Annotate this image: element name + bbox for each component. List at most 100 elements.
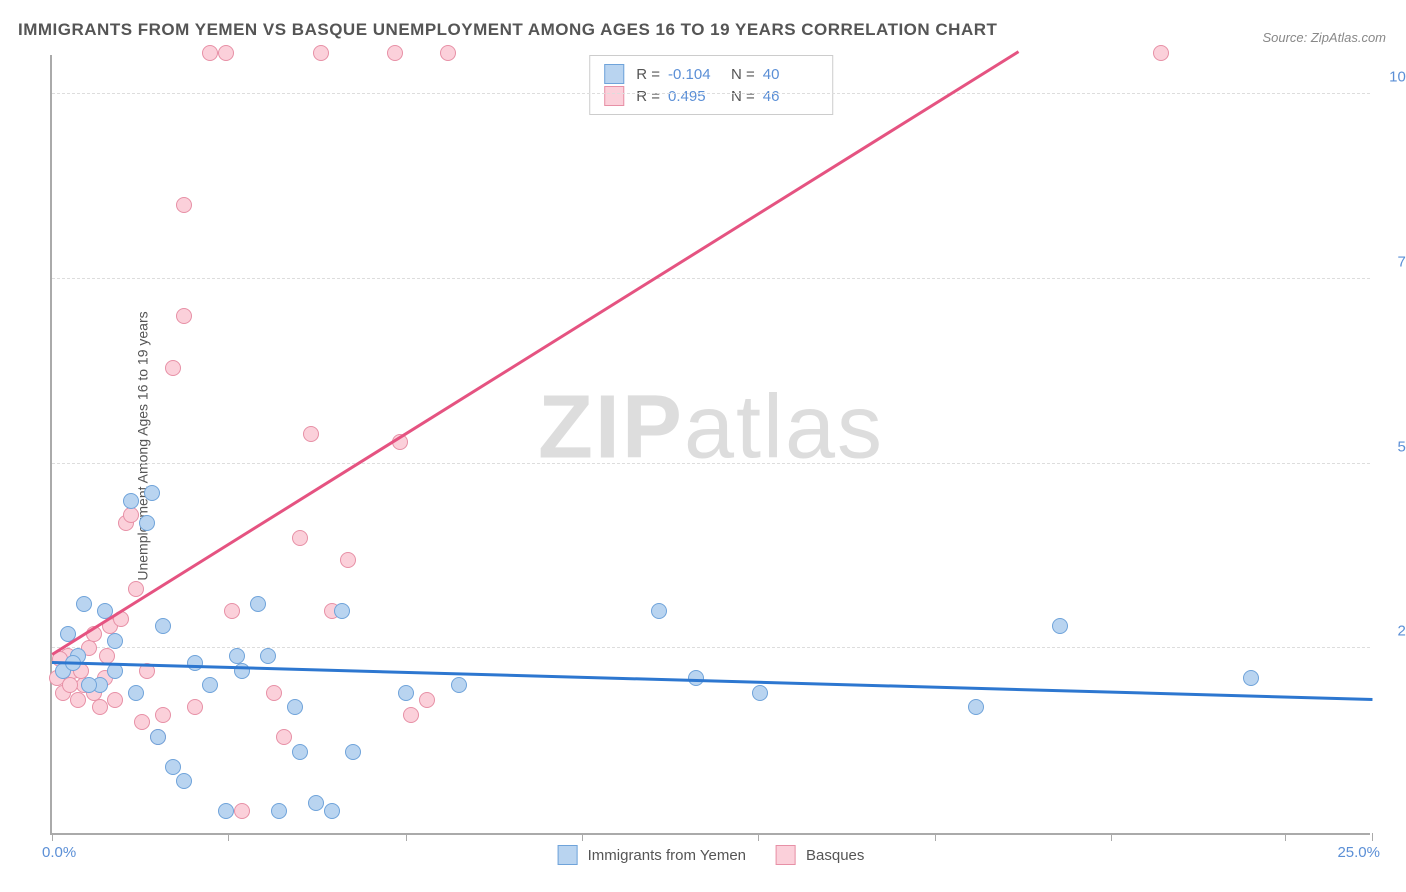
scatter-point <box>123 493 139 509</box>
scatter-point <box>276 729 292 745</box>
scatter-point <box>144 485 160 501</box>
ytick-label: 100.0% <box>1389 69 1406 86</box>
scatter-point <box>176 197 192 213</box>
xtick <box>1372 833 1373 841</box>
scatter-point <box>234 663 250 679</box>
legend-r-value: -0.104 <box>668 66 723 83</box>
scatter-point <box>218 803 234 819</box>
scatter-point <box>134 714 150 730</box>
scatter-point <box>271 803 287 819</box>
xtick <box>582 833 583 841</box>
legend-bottom-item: Immigrants from Yemen <box>558 845 746 865</box>
scatter-point <box>752 685 768 701</box>
trend-line <box>52 661 1372 700</box>
scatter-point <box>128 685 144 701</box>
scatter-point <box>139 515 155 531</box>
legend-top: R = -0.104 N = 40 R = 0.495 N = 46 <box>589 55 833 115</box>
scatter-point <box>1052 618 1068 634</box>
scatter-point <box>968 699 984 715</box>
legend-swatch <box>558 845 578 865</box>
xtick <box>228 833 229 841</box>
scatter-point <box>155 618 171 634</box>
xtick-label: 0.0% <box>42 844 76 861</box>
plot-area: ZIPatlas R = -0.104N = 40R = 0.495N = 46… <box>50 55 1370 835</box>
legend-row: R = 0.495 N = 46 <box>604 86 818 106</box>
scatter-point <box>1243 670 1259 686</box>
scatter-point <box>292 744 308 760</box>
legend-n-label: N = <box>731 66 755 83</box>
gridline <box>52 93 1370 94</box>
scatter-point <box>176 308 192 324</box>
scatter-point <box>187 699 203 715</box>
scatter-point <box>451 677 467 693</box>
xtick <box>1111 833 1112 841</box>
scatter-point <box>150 729 166 745</box>
scatter-point <box>387 45 403 61</box>
gridline <box>52 647 1370 648</box>
scatter-point <box>403 707 419 723</box>
scatter-point <box>313 45 329 61</box>
scatter-point <box>303 426 319 442</box>
scatter-point <box>266 685 282 701</box>
scatter-point <box>287 699 303 715</box>
xtick <box>935 833 936 841</box>
legend-bottom-item: Basques <box>776 845 864 865</box>
scatter-point <box>155 707 171 723</box>
scatter-point <box>165 759 181 775</box>
trend-line <box>51 51 1019 656</box>
scatter-point <box>398 685 414 701</box>
xtick <box>1285 833 1286 841</box>
scatter-point <box>128 581 144 597</box>
scatter-point <box>107 692 123 708</box>
legend-n-value: 40 <box>763 66 818 83</box>
source-label: Source: ZipAtlas.com <box>1262 30 1386 45</box>
legend-swatch <box>776 845 796 865</box>
legend-swatch <box>604 86 624 106</box>
legend-r-value: 0.495 <box>668 88 723 105</box>
scatter-point <box>202 677 218 693</box>
legend-bottom: Immigrants from Yemen Basques <box>558 845 865 865</box>
scatter-point <box>651 603 667 619</box>
ytick-label: 50.0% <box>1397 438 1406 455</box>
scatter-point <box>165 360 181 376</box>
scatter-point <box>99 648 115 664</box>
scatter-point <box>81 677 97 693</box>
legend-r-label: R = <box>636 88 660 105</box>
scatter-point <box>234 803 250 819</box>
scatter-point <box>229 648 245 664</box>
scatter-point <box>292 530 308 546</box>
scatter-point <box>123 507 139 523</box>
scatter-point <box>202 45 218 61</box>
scatter-point <box>324 803 340 819</box>
scatter-point <box>224 603 240 619</box>
scatter-point <box>107 633 123 649</box>
gridline <box>52 278 1370 279</box>
scatter-point <box>62 677 78 693</box>
scatter-point <box>76 596 92 612</box>
legend-n-label: N = <box>731 88 755 105</box>
ytick-label: 25.0% <box>1397 623 1406 640</box>
legend-swatch <box>604 64 624 84</box>
scatter-point <box>260 648 276 664</box>
scatter-point <box>440 45 456 61</box>
scatter-point <box>250 596 266 612</box>
ytick-label: 75.0% <box>1397 254 1406 271</box>
scatter-point <box>187 655 203 671</box>
scatter-point <box>334 603 350 619</box>
chart-title: IMMIGRANTS FROM YEMEN VS BASQUE UNEMPLOY… <box>18 20 997 40</box>
legend-series-name: Immigrants from Yemen <box>588 847 746 864</box>
legend-series-name: Basques <box>806 847 864 864</box>
scatter-point <box>218 45 234 61</box>
legend-n-value: 46 <box>763 88 818 105</box>
xtick-label: 25.0% <box>1337 844 1380 861</box>
scatter-point <box>70 692 86 708</box>
xtick <box>52 833 53 841</box>
xtick <box>406 833 407 841</box>
gridline <box>52 463 1370 464</box>
legend-r-label: R = <box>636 66 660 83</box>
scatter-point <box>340 552 356 568</box>
legend-row: R = -0.104 N = 40 <box>604 64 818 84</box>
scatter-point <box>176 773 192 789</box>
scatter-point <box>345 744 361 760</box>
scatter-point <box>92 699 108 715</box>
